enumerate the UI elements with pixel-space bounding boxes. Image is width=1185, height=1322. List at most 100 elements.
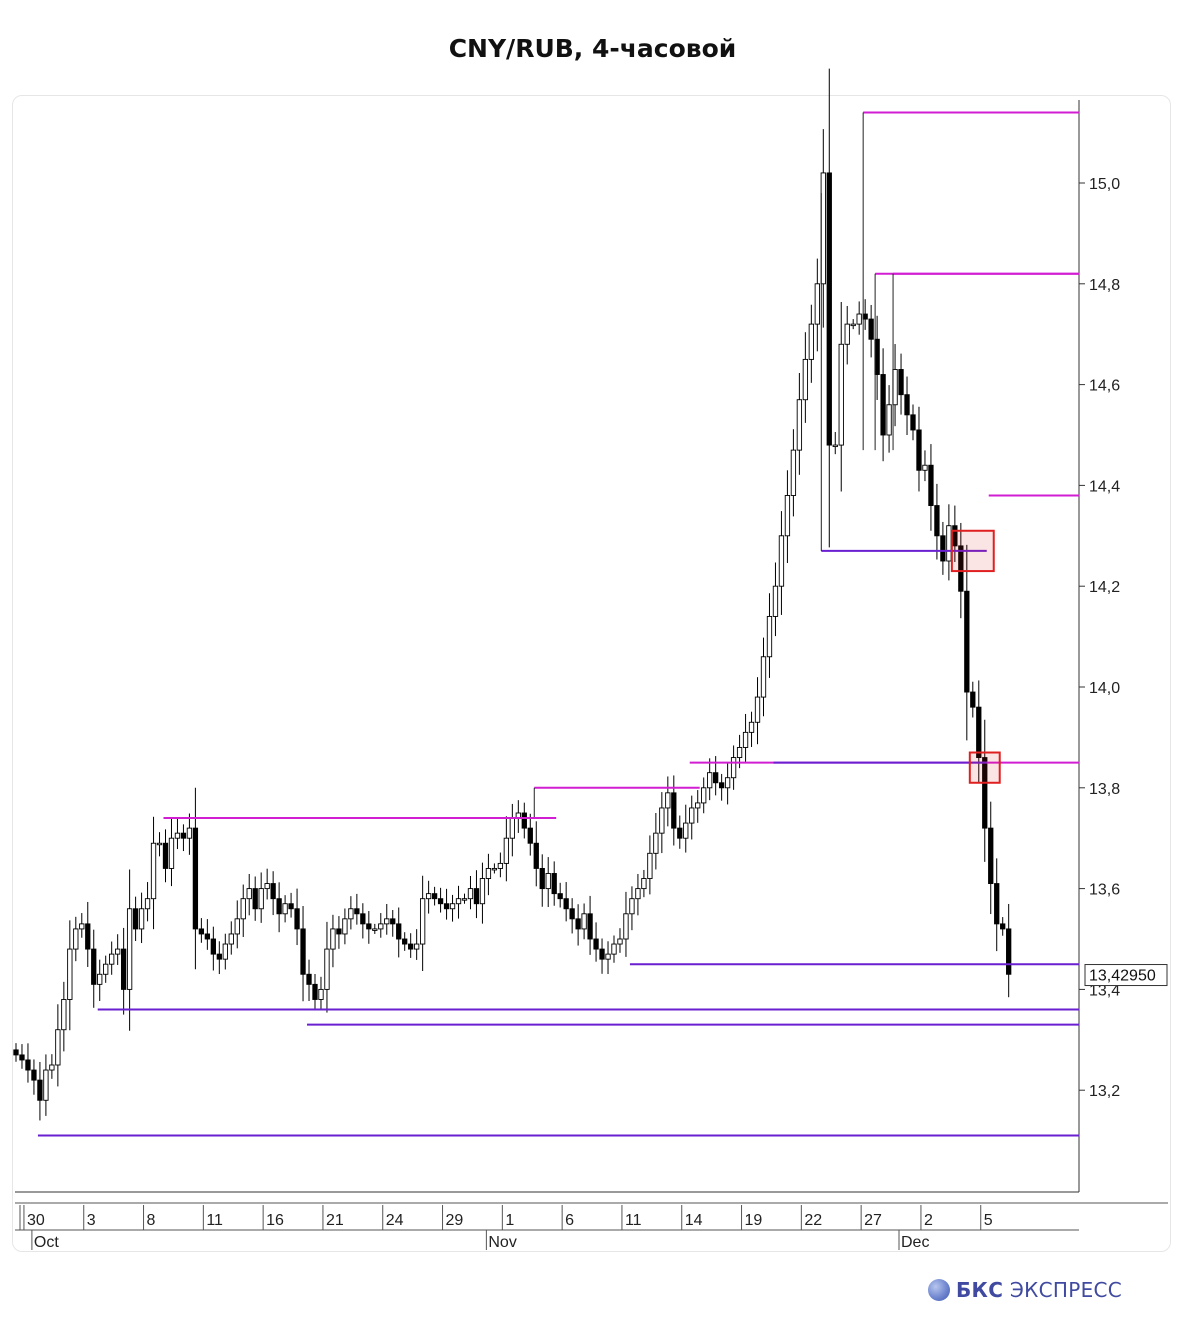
- candle-bull: [653, 832, 659, 854]
- candle-bear: [85, 923, 91, 950]
- candle-bull: [689, 807, 695, 824]
- candle-bull: [808, 323, 814, 360]
- candle-bear: [1000, 923, 1006, 930]
- y-tick-label: 14,2: [1089, 579, 1120, 596]
- candle-bear: [521, 812, 527, 829]
- candle-bear: [970, 691, 976, 708]
- candle-bull: [228, 933, 234, 945]
- brand-logo: БКС ЭКСПРЕСС: [928, 1276, 1122, 1304]
- candle-bear: [563, 898, 569, 910]
- brand-name-rest: ЭКСПРЕСС: [1009, 1278, 1123, 1302]
- candle-bear: [994, 883, 1000, 925]
- y-tick-label: 13,2: [1089, 1083, 1120, 1100]
- y-tick-label: 14,0: [1089, 680, 1120, 697]
- candle-bear: [928, 464, 934, 507]
- candle-bull: [378, 923, 384, 930]
- candle-bull: [772, 585, 779, 617]
- y-tick-label: 15,0: [1089, 176, 1120, 193]
- candle-bull: [61, 999, 67, 1031]
- x-tick-label: 14: [685, 1212, 703, 1229]
- x-tick-label: 16: [266, 1212, 284, 1229]
- candle-bear: [25, 1059, 31, 1071]
- x-tick-label: 29: [446, 1212, 464, 1229]
- candle-bull: [467, 888, 474, 900]
- chart-frame: [12, 95, 1171, 1252]
- x-tick-label: 8: [147, 1212, 156, 1229]
- candle-bull: [414, 943, 420, 950]
- month-label: Dec: [901, 1234, 929, 1251]
- candle-bull: [156, 842, 163, 846]
- candle-bear: [593, 938, 599, 950]
- candle-bear: [898, 369, 904, 396]
- candle-bull: [348, 908, 354, 920]
- candle-bear: [270, 883, 276, 900]
- candle-bear: [910, 414, 916, 431]
- candle-bear: [91, 948, 97, 985]
- y-tick-label: 14,6: [1089, 378, 1120, 395]
- y-tick-label: 14,8: [1089, 277, 1120, 294]
- candle-bull: [115, 948, 121, 955]
- candle-bull: [832, 444, 838, 448]
- candle-bull: [234, 918, 240, 935]
- candle-bull: [240, 898, 246, 920]
- candle-bear: [31, 1069, 37, 1081]
- candle-bull: [168, 837, 175, 869]
- candle-bull: [748, 721, 755, 733]
- y-tick-label: 13,8: [1089, 781, 1120, 798]
- candle-bull: [330, 928, 336, 950]
- candle-bear: [120, 948, 127, 990]
- x-tick-label: 5: [984, 1212, 993, 1229]
- candle-bull: [491, 867, 498, 871]
- candle-bull: [922, 464, 928, 471]
- candle-bull: [760, 656, 767, 698]
- candle-bull: [695, 802, 701, 809]
- candle-bull: [635, 888, 641, 900]
- candle-bull: [790, 449, 797, 496]
- candle-bull: [144, 898, 151, 910]
- candle-bear: [958, 545, 964, 592]
- candle-bear: [216, 953, 222, 960]
- candle-bull: [97, 973, 103, 985]
- candle-bull: [796, 399, 803, 451]
- x-tick-label: 1: [505, 1212, 514, 1229]
- candle-bull: [509, 817, 515, 839]
- candle-bull: [246, 888, 252, 900]
- candle-bull: [384, 918, 390, 925]
- candle-bear: [37, 1079, 43, 1101]
- candle-bull: [497, 862, 504, 869]
- x-tick-label: 27: [864, 1212, 882, 1229]
- candle-bear: [587, 913, 593, 940]
- candle-bull: [138, 908, 145, 930]
- candle-bull: [264, 883, 270, 890]
- last-price-label: 13,42950: [1089, 968, 1156, 985]
- candle-bear: [916, 429, 922, 471]
- candle-bull: [186, 827, 193, 839]
- candle-bear: [557, 893, 563, 900]
- candle-bull: [623, 913, 629, 940]
- candle-bear: [354, 908, 360, 915]
- candle-bull: [665, 792, 671, 809]
- candle-bull: [150, 842, 157, 900]
- candle-bear: [551, 873, 557, 895]
- candle-bull: [605, 953, 611, 960]
- candle-bear: [294, 908, 300, 930]
- candle-bear: [252, 888, 258, 910]
- candle-bear: [360, 913, 366, 925]
- candle-bull: [736, 747, 743, 759]
- candle-bear: [132, 908, 139, 930]
- bks-logo-icon: [928, 1279, 950, 1301]
- candle-bull: [342, 918, 348, 935]
- candle-bear: [443, 903, 450, 910]
- candles-group: [13, 68, 1012, 1121]
- candle-bear: [575, 918, 581, 930]
- candle-bull: [324, 948, 330, 990]
- x-tick-label: 11: [625, 1212, 642, 1229]
- candle-bull: [545, 873, 551, 890]
- candle-bear: [527, 827, 533, 844]
- candle-bull: [419, 898, 426, 945]
- candle-bull: [43, 1069, 49, 1101]
- candle-bear: [976, 706, 982, 759]
- candle-bull: [372, 928, 378, 931]
- candle-bear: [13, 1049, 19, 1056]
- candle-bull: [611, 943, 617, 955]
